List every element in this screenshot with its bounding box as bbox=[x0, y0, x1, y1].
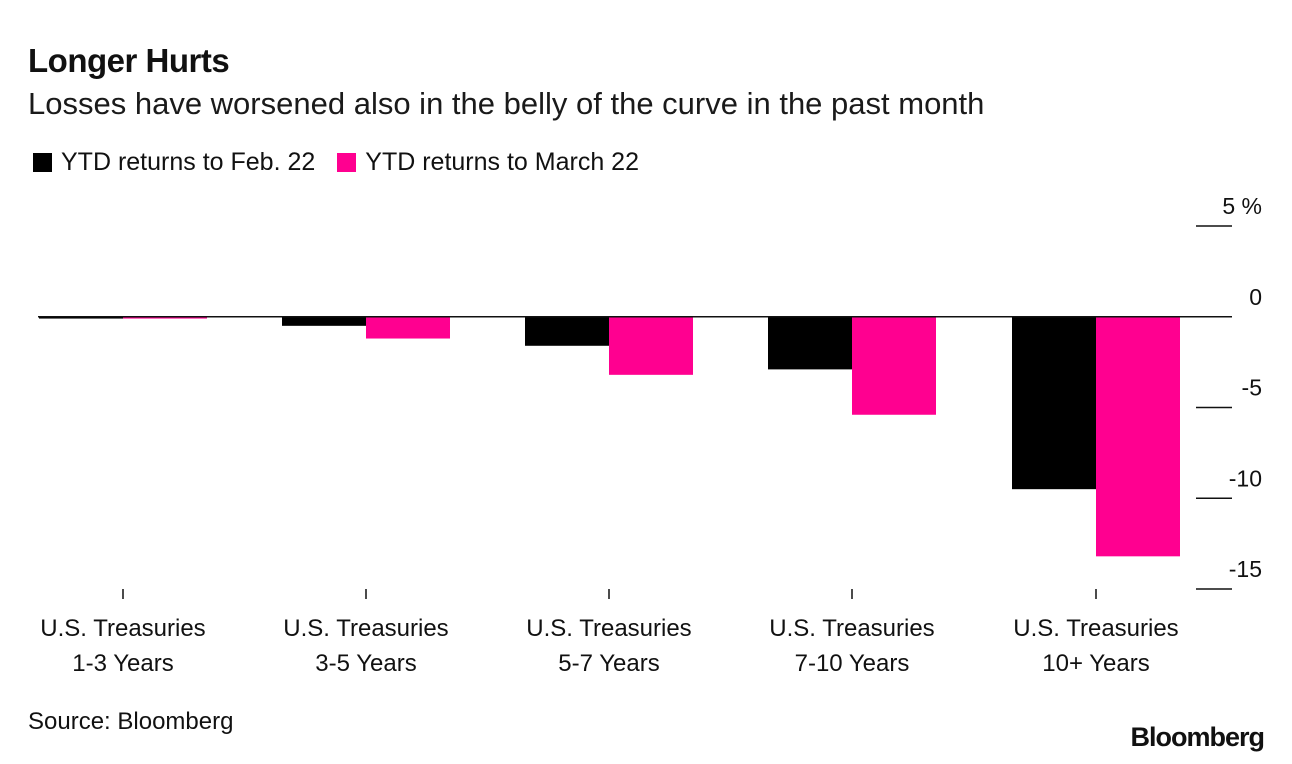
bar-feb-2 bbox=[525, 316, 609, 346]
bar-march-0 bbox=[123, 316, 207, 319]
category-label-line1-3: U.S. Treasuries bbox=[769, 615, 934, 642]
y-tick-label-3: -10 bbox=[1229, 465, 1262, 491]
legend-item-feb: YTD returns to Feb. 22 bbox=[33, 148, 315, 177]
y-tick-label-1: 0 bbox=[1249, 284, 1262, 310]
category-label-line2-1: 3-5 Years bbox=[315, 650, 416, 677]
bar-march-4 bbox=[1096, 316, 1180, 557]
legend-label-feb: YTD returns to Feb. 22 bbox=[61, 148, 316, 176]
bar-feb-1 bbox=[282, 316, 366, 326]
bloomberg-logo: Bloomberg bbox=[1130, 722, 1265, 752]
bar-march-1 bbox=[366, 316, 450, 339]
category-label-line1-4: U.S. Treasuries bbox=[1013, 615, 1178, 642]
y-tick-label-4: -15 bbox=[1229, 556, 1262, 582]
chart-subtitle: Losses have worsened also in the belly o… bbox=[28, 86, 985, 121]
legend-item-march: YTD returns to March 22 bbox=[337, 148, 639, 177]
y-tick-label-2: -5 bbox=[1242, 375, 1262, 401]
category-label-line1-2: U.S. Treasuries bbox=[526, 615, 691, 642]
category-label-line2-4: 10+ Years bbox=[1042, 650, 1149, 677]
legend-swatch-march bbox=[337, 153, 357, 172]
bar-march-2 bbox=[609, 316, 693, 375]
bar-feb-4 bbox=[1012, 316, 1096, 490]
category-label-line2-3: 7-10 Years bbox=[795, 650, 910, 677]
legend: YTD returns to Feb. 22 YTD returns to Ma… bbox=[33, 148, 661, 177]
bar-feb-0 bbox=[39, 316, 123, 319]
source-note: Source: Bloomberg bbox=[28, 708, 234, 735]
bar-feb-3 bbox=[768, 316, 852, 370]
category-label-line2-0: 1-3 Years bbox=[72, 650, 173, 677]
category-label-line2-2: 5-7 Years bbox=[558, 650, 659, 677]
legend-swatch-feb bbox=[33, 153, 52, 172]
legend-label-march: YTD returns to March 22 bbox=[365, 148, 639, 176]
chart-title: Longer Hurts bbox=[28, 42, 230, 79]
category-label-line1-1: U.S. Treasuries bbox=[283, 615, 448, 642]
bar-march-3 bbox=[852, 316, 936, 415]
category-label-line1-0: U.S. Treasuries bbox=[40, 615, 205, 642]
y-tick-label-0: 5 % bbox=[1222, 193, 1262, 219]
